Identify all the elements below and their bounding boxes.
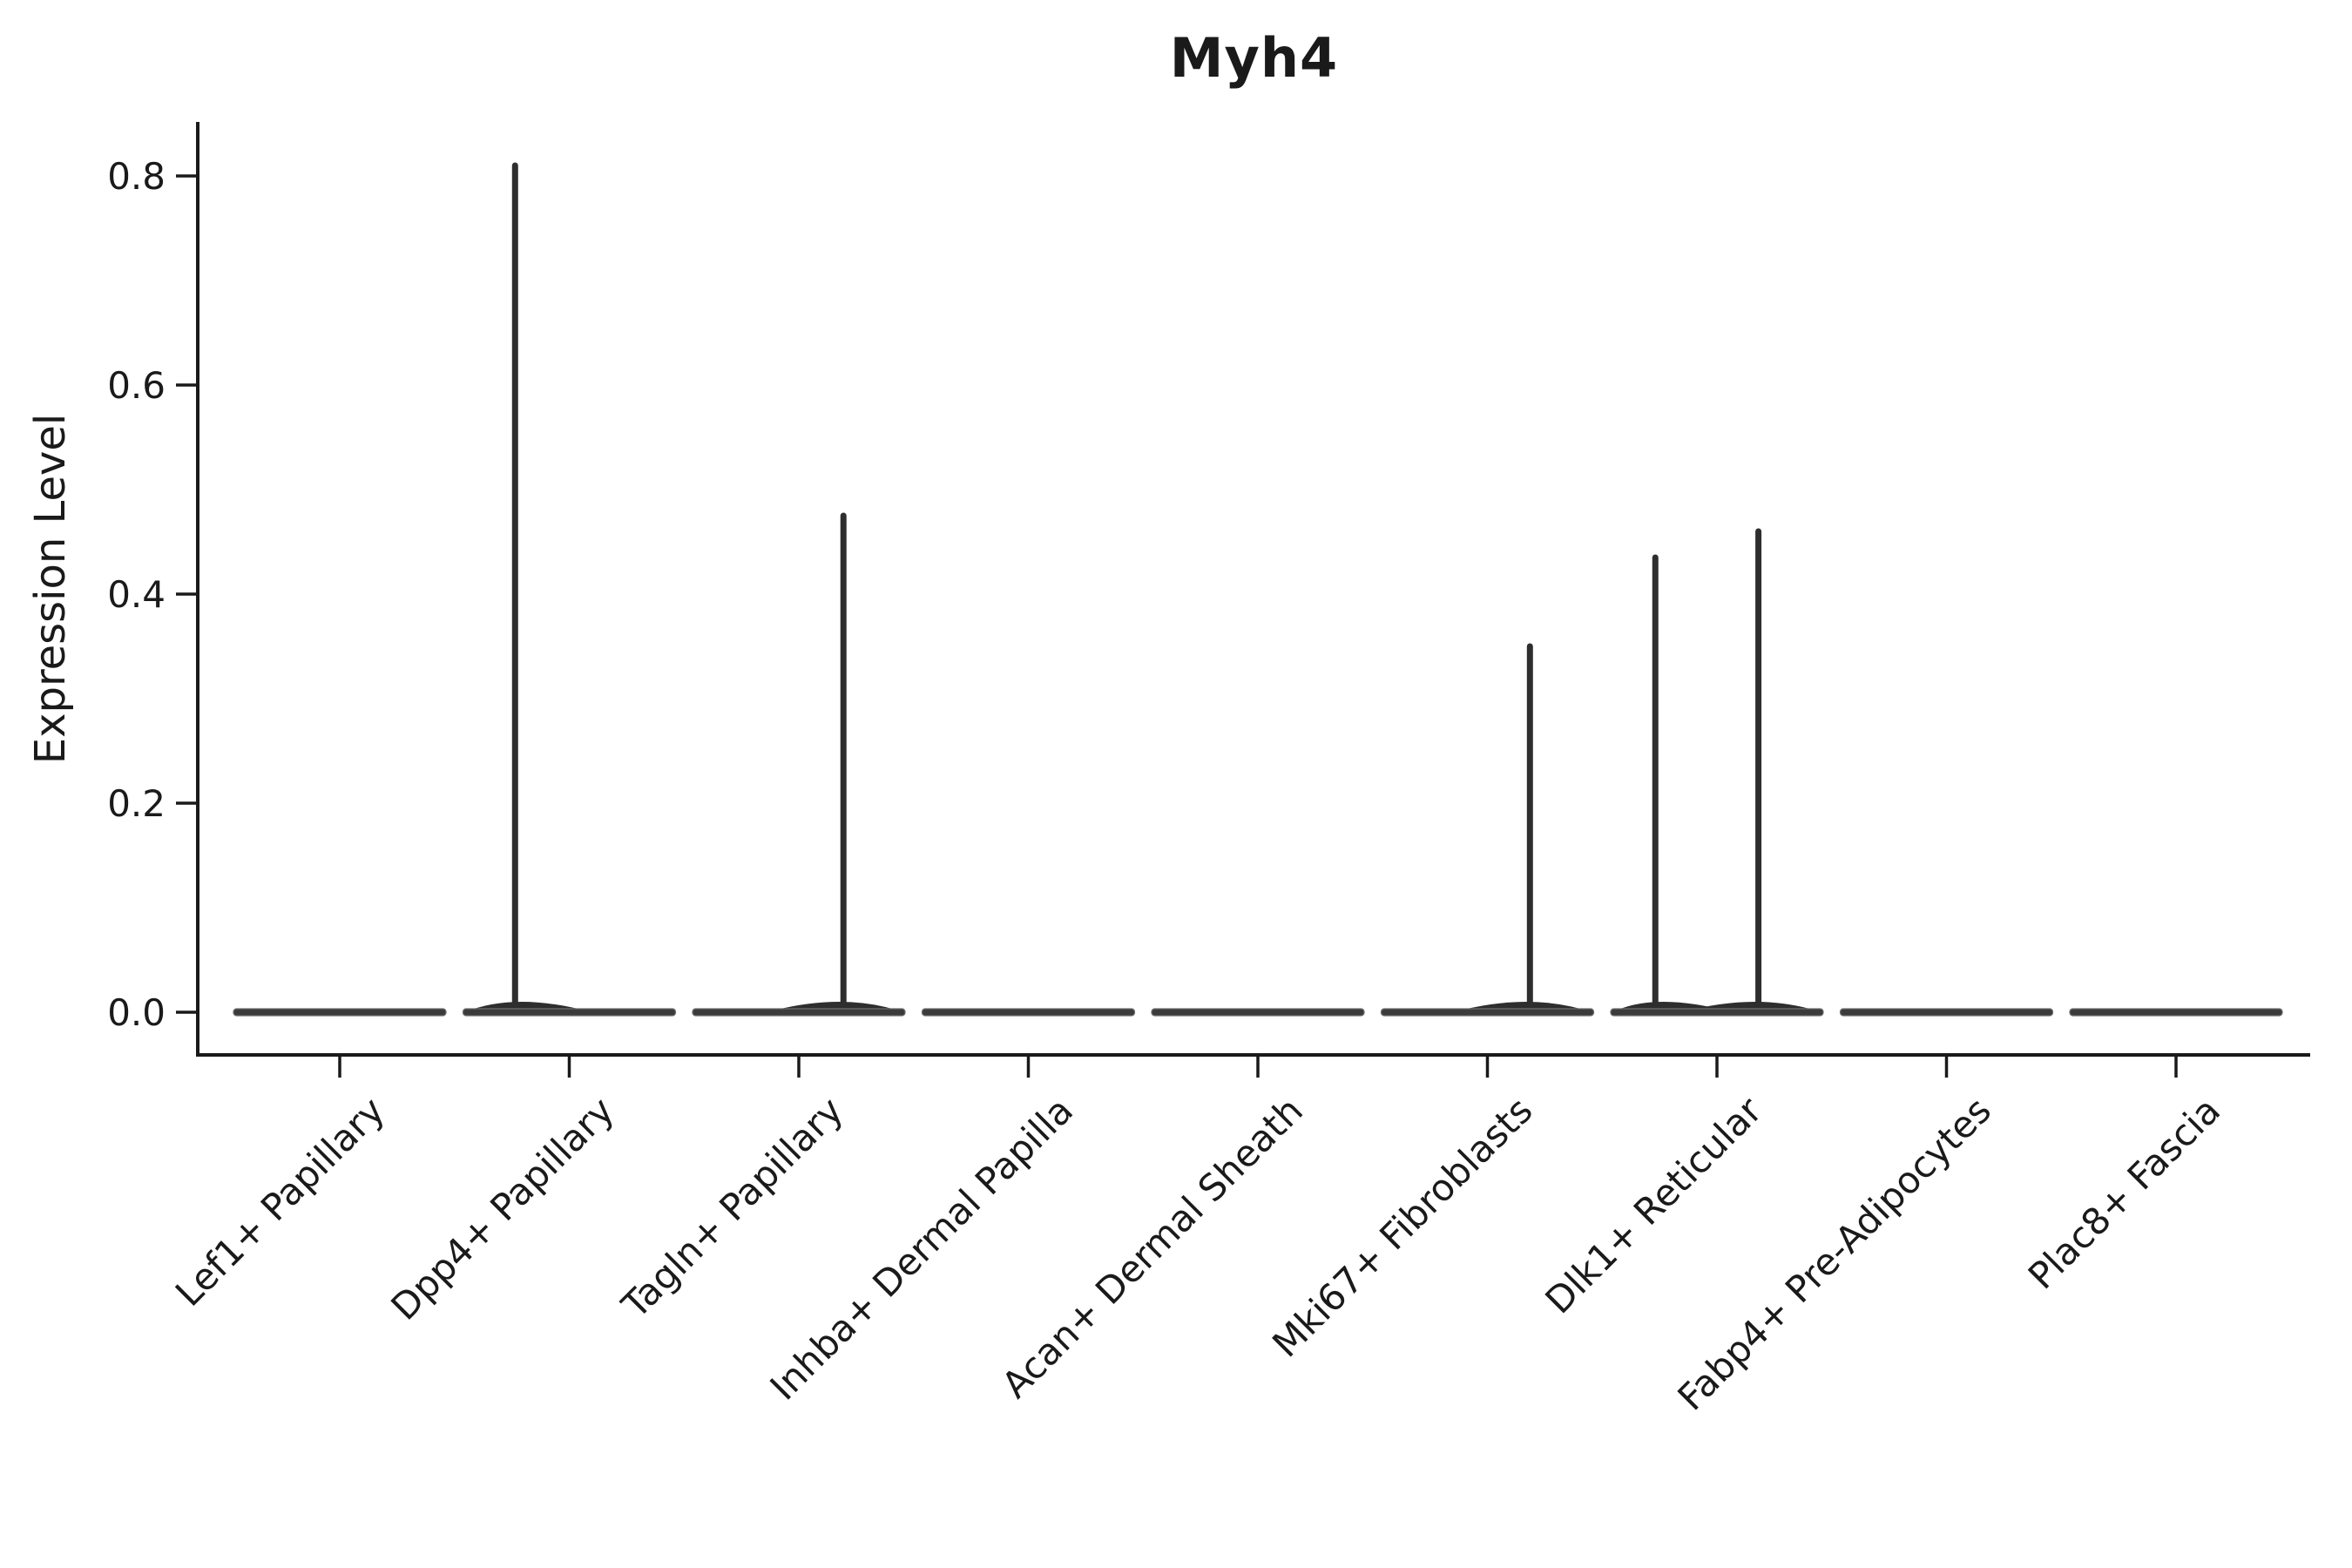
violin-body xyxy=(1839,1008,2054,1017)
violin-body xyxy=(921,1008,1136,1017)
y-tick-label: 0.4 xyxy=(107,573,166,616)
y-tick-label: 0.2 xyxy=(107,782,166,825)
y-tick-label: 0.6 xyxy=(107,364,166,407)
y-tick-label: 0.0 xyxy=(107,991,166,1034)
chart-title: Myh4 xyxy=(1169,26,1339,90)
violin-body xyxy=(1610,1008,1824,1017)
violin-body xyxy=(462,1008,677,1017)
violin-body xyxy=(233,1008,447,1017)
violin-body xyxy=(1380,1008,1595,1017)
violin-body xyxy=(692,1008,906,1017)
violin-body xyxy=(1151,1008,1365,1017)
violin-body xyxy=(2069,1008,2283,1017)
y-tick-label: 0.8 xyxy=(107,155,166,198)
